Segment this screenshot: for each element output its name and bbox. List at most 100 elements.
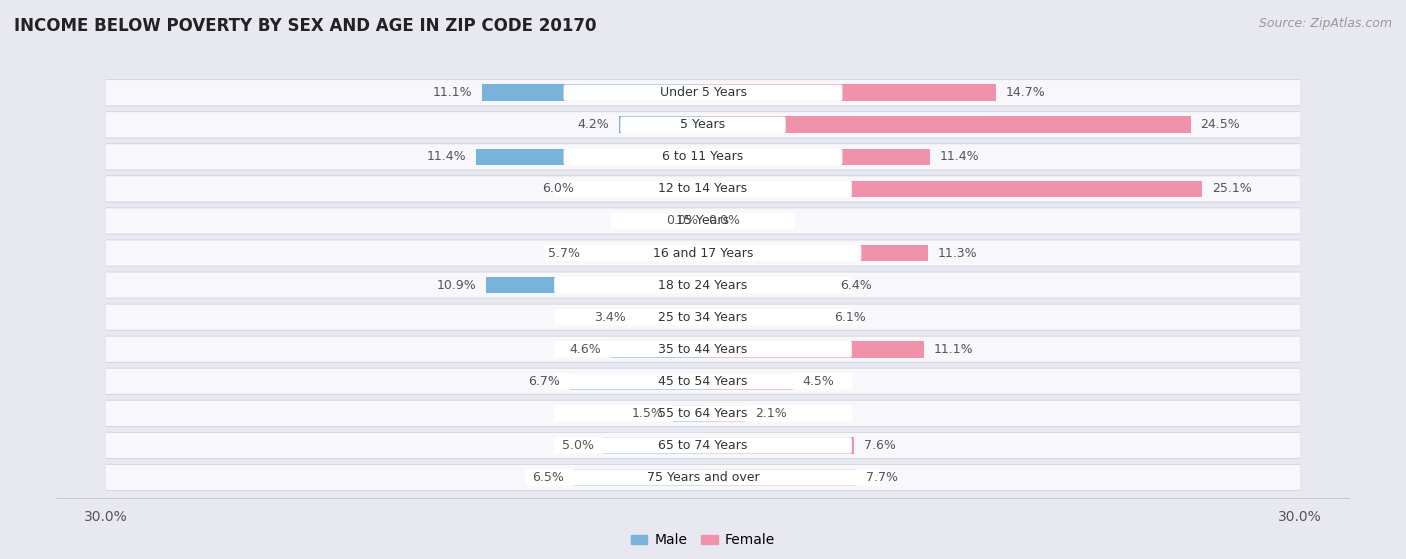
Text: 18 to 24 Years: 18 to 24 Years [658,278,748,292]
Text: 10.9%: 10.9% [436,278,477,292]
FancyBboxPatch shape [105,272,1301,299]
FancyBboxPatch shape [105,272,1301,298]
Text: 45 to 54 Years: 45 to 54 Years [658,375,748,388]
FancyBboxPatch shape [105,240,1301,266]
Bar [603,437,703,454]
FancyBboxPatch shape [554,373,852,390]
Text: 6.0%: 6.0% [541,182,574,196]
FancyBboxPatch shape [105,401,1301,426]
Text: Under 5 Years: Under 5 Years [659,86,747,100]
FancyBboxPatch shape [105,368,1301,394]
Bar [703,181,1202,197]
Bar [703,245,928,262]
FancyBboxPatch shape [105,400,1301,427]
Bar [477,149,703,165]
Legend: Male, Female: Male, Female [626,528,780,553]
FancyBboxPatch shape [105,368,1301,395]
Bar [703,277,831,293]
Text: 5.0%: 5.0% [561,439,593,452]
Bar [703,84,995,101]
Text: 0.0%: 0.0% [709,215,740,228]
FancyBboxPatch shape [105,240,1301,267]
Bar [703,437,855,454]
FancyBboxPatch shape [105,336,1301,363]
Bar [703,373,793,390]
Text: 6.7%: 6.7% [527,375,560,388]
FancyBboxPatch shape [105,209,1301,234]
Bar [620,116,703,133]
Text: 4.2%: 4.2% [578,119,609,131]
Text: 14.7%: 14.7% [1005,86,1045,100]
Text: 75 Years and over: 75 Years and over [647,471,759,484]
Bar [703,149,929,165]
Bar [703,469,856,486]
Bar [703,341,924,358]
FancyBboxPatch shape [554,181,852,197]
Bar [569,373,703,390]
FancyBboxPatch shape [105,465,1301,490]
FancyBboxPatch shape [105,176,1301,202]
Bar [703,212,706,229]
FancyBboxPatch shape [526,469,880,486]
FancyBboxPatch shape [105,304,1301,330]
FancyBboxPatch shape [105,176,1301,202]
Text: 1.5%: 1.5% [631,407,664,420]
Text: 16 and 17 Years: 16 and 17 Years [652,247,754,259]
FancyBboxPatch shape [105,433,1301,458]
Text: 4.6%: 4.6% [569,343,602,356]
FancyBboxPatch shape [105,305,1301,330]
FancyBboxPatch shape [554,437,852,453]
FancyBboxPatch shape [554,405,852,421]
FancyBboxPatch shape [105,337,1301,362]
FancyBboxPatch shape [564,149,842,165]
Bar [636,309,703,325]
Text: 55 to 64 Years: 55 to 64 Years [658,407,748,420]
Bar [583,181,703,197]
Text: 3.4%: 3.4% [593,311,626,324]
Text: 11.1%: 11.1% [433,86,472,100]
FancyBboxPatch shape [105,144,1301,170]
FancyBboxPatch shape [544,245,862,261]
Text: 25 to 34 Years: 25 to 34 Years [658,311,748,324]
Bar [486,277,703,293]
Bar [703,116,1191,133]
FancyBboxPatch shape [620,117,786,133]
Text: 2.1%: 2.1% [755,407,786,420]
Text: 7.6%: 7.6% [865,439,896,452]
FancyBboxPatch shape [610,213,796,229]
FancyBboxPatch shape [105,112,1301,138]
FancyBboxPatch shape [554,277,852,293]
Text: 15 Years: 15 Years [676,215,730,228]
Text: 35 to 44 Years: 35 to 44 Years [658,343,748,356]
Bar [589,245,703,262]
FancyBboxPatch shape [554,309,852,325]
Bar [482,84,703,101]
Bar [703,309,824,325]
FancyBboxPatch shape [105,432,1301,459]
Text: INCOME BELOW POVERTY BY SEX AND AGE IN ZIP CODE 20170: INCOME BELOW POVERTY BY SEX AND AGE IN Z… [14,17,596,35]
FancyBboxPatch shape [564,84,842,101]
FancyBboxPatch shape [105,464,1301,491]
Text: 24.5%: 24.5% [1201,119,1240,131]
Text: 11.4%: 11.4% [426,150,467,163]
Text: Source: ZipAtlas.com: Source: ZipAtlas.com [1258,17,1392,30]
Bar [703,405,745,421]
Bar [612,341,703,358]
Text: 6.5%: 6.5% [531,471,564,484]
Text: 65 to 74 Years: 65 to 74 Years [658,439,748,452]
Text: 6.4%: 6.4% [841,278,872,292]
FancyBboxPatch shape [105,111,1301,138]
Text: 11.4%: 11.4% [939,150,980,163]
Text: 7.7%: 7.7% [866,471,898,484]
Text: 4.5%: 4.5% [803,375,834,388]
FancyBboxPatch shape [105,79,1301,106]
Bar [700,212,703,229]
FancyBboxPatch shape [554,341,852,357]
FancyBboxPatch shape [105,207,1301,234]
Bar [673,405,703,421]
Text: 6 to 11 Years: 6 to 11 Years [662,150,744,163]
Text: 5.7%: 5.7% [547,247,579,259]
FancyBboxPatch shape [105,80,1301,106]
Text: 12 to 14 Years: 12 to 14 Years [658,182,748,196]
Text: 6.1%: 6.1% [834,311,866,324]
